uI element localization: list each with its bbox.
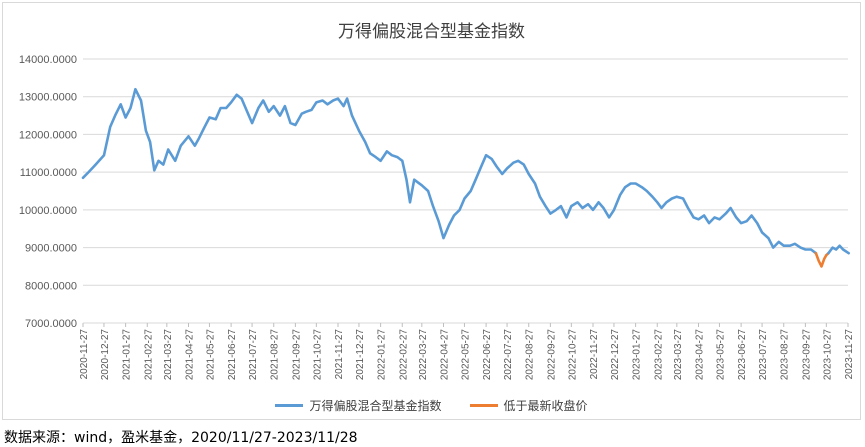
x-tick-label: 2022-08-27 [525, 329, 536, 381]
chart-frame: 万得偏股混合型基金指数 7000.0000 8000.0000 9000.0000 1… [2, 2, 861, 420]
y-tick-label: 11000.0000 [20, 167, 77, 179]
x-tick-label: 2021-08-27 [270, 329, 281, 381]
x-tick-label: 2022-03-27 [418, 329, 429, 381]
x-tick-label: 2023-08-27 [780, 329, 791, 381]
series-line-2 [827, 244, 851, 255]
legend-label-below-close: 低于最新收盘价 [503, 399, 588, 413]
series-line-1 [814, 251, 830, 268]
legend: 万得偏股混合型基金指数 低于最新收盘价 [3, 397, 860, 414]
x-tick-label: 2022-06-27 [482, 329, 493, 381]
y-tick-label: 13000.0000 [19, 92, 77, 104]
x-tick-label: 2022-05-27 [460, 329, 471, 381]
legend-item-index: 万得偏股混合型基金指数 [275, 397, 442, 414]
x-tick-label: 2021-06-27 [227, 329, 238, 381]
x-tick-label: 2021-05-27 [205, 329, 216, 381]
x-tick-label: 2021-02-27 [143, 329, 154, 381]
legend-item-below-close: 低于最新收盘价 [469, 397, 588, 414]
x-tick-label: 2022-07-27 [503, 329, 514, 381]
x-tick-label: 2022-02-27 [398, 329, 409, 381]
x-axis: 2020-11-27 2020-12-27 2021-01-27 2021-02-27… [79, 323, 855, 380]
grid-lines [83, 58, 848, 324]
series-line-0 [81, 87, 818, 255]
x-tick-label: 2023-07-27 [758, 329, 769, 381]
series-group [81, 87, 851, 268]
x-tick-label: 2021-09-27 [291, 329, 302, 381]
chart-title: 万得偏股混合型基金指数 [338, 22, 525, 42]
y-tick-label: 10000.0000 [19, 205, 77, 217]
x-tick-label: 2022-12-27 [610, 329, 621, 381]
plot-area: 7000.0000 8000.0000 9000.0000 10000.0000 110… [19, 54, 855, 380]
x-tick-label: 2021-01-27 [122, 329, 133, 381]
x-tick-label: 2022-04-27 [439, 329, 450, 381]
x-tick-label: 2022-09-27 [546, 329, 557, 381]
y-tick-label: 9000.0000 [25, 243, 77, 255]
x-tick-label: 2022-10-27 [567, 329, 578, 381]
x-tick-label: 2023-06-27 [737, 329, 748, 381]
x-tick-label: 2023-02-27 [653, 329, 664, 381]
x-tick-label: 2023-03-27 [673, 329, 684, 381]
y-tick-label: 12000.0000 [19, 129, 77, 141]
x-tick-label: 2023-11-27 [844, 329, 855, 380]
legend-swatch-orange [469, 404, 498, 407]
legend-swatch-blue [275, 404, 304, 407]
x-tick-label: 2023-09-27 [801, 329, 812, 381]
x-tick-label: 2023-01-27 [632, 329, 643, 381]
x-tick-label: 2021-11-27 [334, 329, 345, 380]
y-tick-label: 7000.0000 [25, 318, 77, 330]
x-tick-label: 2020-11-27 [79, 329, 90, 380]
x-tick-label: 2022-11-27 [589, 329, 600, 380]
legend-label-index: 万得偏股混合型基金指数 [309, 399, 442, 413]
x-tick-label: 2023-05-27 [715, 329, 726, 381]
x-tick-label: 2021-04-27 [184, 329, 195, 381]
x-tick-label: 2021-07-27 [248, 329, 259, 381]
y-tick-label: 14000.0000 [19, 54, 77, 66]
x-tick-label: 2022-01-27 [377, 329, 388, 381]
x-tick-label: 2023-10-27 [822, 329, 833, 381]
x-tick-label: 2021-03-27 [163, 329, 174, 381]
x-tick-label: 2020-12-27 [100, 329, 111, 381]
x-tick-label: 2021-10-27 [312, 329, 323, 381]
source-note: 数据来源：wind，盈米基金，2020/11/27-2023/11/28 [4, 430, 358, 446]
y-tick-label: 8000.0000 [25, 280, 77, 292]
y-axis: 7000.0000 8000.0000 9000.0000 10000.0000 110… [19, 54, 77, 330]
x-tick-label: 2021-12-27 [355, 329, 366, 381]
x-tick-label: 2023-04-27 [694, 329, 705, 381]
